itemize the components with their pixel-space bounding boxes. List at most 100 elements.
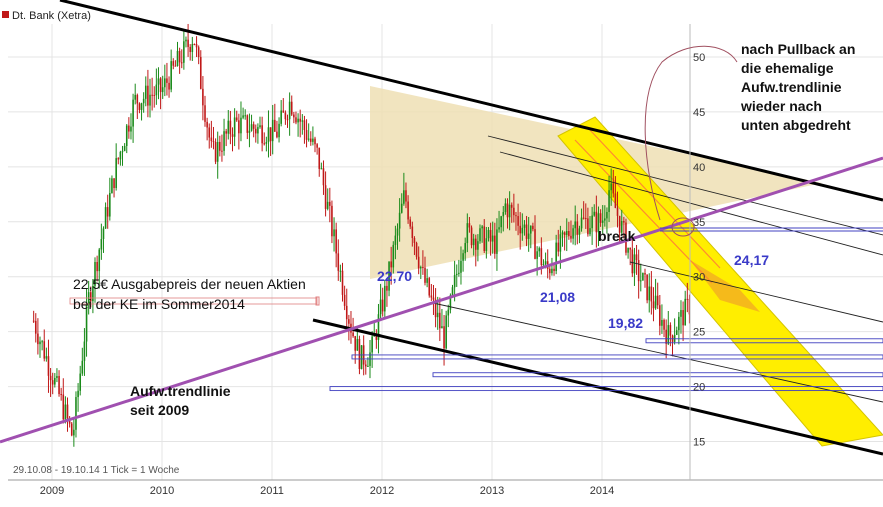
candle-body [58, 375, 60, 395]
candle-body [506, 203, 509, 218]
candle-body [540, 248, 543, 265]
candle-body [219, 141, 221, 151]
candle-body [290, 101, 293, 115]
candle-body [34, 320, 37, 334]
candle-body [263, 143, 266, 145]
candle-body [248, 130, 251, 133]
candle-body [75, 397, 77, 430]
candle-body [578, 228, 581, 235]
y-tick-label: 45 [693, 107, 705, 119]
candle-body [633, 254, 636, 274]
candle-body [367, 365, 369, 367]
candle-body [240, 117, 242, 134]
candle-body [191, 43, 194, 53]
level-line [645, 338, 883, 344]
candle-body [223, 131, 225, 151]
candle-body [305, 130, 308, 140]
candle-body [348, 319, 350, 324]
candle-body [354, 336, 357, 351]
candle-body [572, 228, 574, 239]
candle-body [37, 333, 39, 345]
candle-body [656, 295, 659, 306]
candle-body [464, 243, 467, 254]
candle-body [130, 126, 132, 132]
candle-body [337, 253, 340, 271]
candle-body [195, 44, 198, 48]
candle-body [371, 336, 373, 353]
candle-body [185, 39, 187, 42]
candle-body [536, 251, 538, 259]
candle-body [356, 338, 359, 351]
pullback-arrow-curve [644, 45, 738, 221]
candle-body [534, 229, 536, 259]
candle-body [553, 268, 555, 272]
candle-body [635, 254, 638, 261]
candle-body [652, 301, 655, 309]
candle-body [235, 117, 238, 121]
candle-body [513, 207, 515, 216]
candle-body [458, 272, 460, 274]
candle-body [229, 120, 232, 135]
candle-body [608, 190, 610, 212]
candle-body [32, 320, 35, 322]
candle-body [212, 141, 215, 143]
level-line [432, 372, 883, 378]
candle-body [384, 285, 386, 312]
candle-body [604, 218, 606, 221]
candle-body [142, 98, 145, 104]
candle-body [419, 266, 422, 269]
candle-body [504, 203, 507, 213]
candle-body [343, 294, 346, 306]
candle-body [642, 273, 644, 281]
candle-body [398, 212, 401, 229]
candle-body [197, 47, 200, 58]
candle-body [405, 190, 407, 202]
candle-body [225, 131, 227, 134]
candle-body [293, 114, 295, 118]
candle-body [168, 82, 170, 90]
candle-body [474, 238, 477, 250]
candle-body [487, 229, 490, 239]
candle-body [411, 226, 414, 239]
candle-body [261, 125, 263, 144]
candle-body [491, 235, 494, 242]
candle-body [595, 211, 598, 233]
candle-body [455, 273, 458, 276]
candle-body [409, 219, 412, 227]
candle-body [214, 142, 217, 162]
candle-body [515, 215, 517, 217]
fan-line [432, 302, 883, 403]
candle-body [453, 275, 456, 288]
candle-body [106, 207, 109, 217]
candle-body [563, 232, 566, 235]
candle-body [54, 377, 56, 385]
candle-body [199, 57, 202, 89]
candle-body [322, 168, 325, 186]
candle-body [623, 220, 625, 223]
candle-body [41, 341, 43, 343]
x-tick-label: 2011 [260, 485, 284, 497]
level-line [329, 386, 883, 392]
candle-body [400, 203, 403, 213]
candle-body [81, 360, 84, 374]
candle-body [301, 120, 304, 122]
candle-body [335, 229, 337, 254]
candle-body [580, 217, 583, 229]
candle-body [206, 121, 208, 128]
price-candles [32, 23, 691, 447]
candle-body [449, 295, 452, 310]
candle-body [153, 94, 156, 96]
candle-body [233, 117, 236, 137]
uptrend-line-since-2009 [0, 156, 883, 444]
pullback-note-line-1: nach Pullback an [741, 41, 855, 57]
candle-body [176, 50, 179, 66]
candle-body [157, 78, 160, 85]
candle-body [352, 332, 354, 337]
candle-body [257, 127, 259, 134]
level-line [351, 354, 883, 360]
candle-body [164, 78, 166, 88]
candle-body [551, 268, 553, 274]
candle-body [94, 262, 96, 286]
fan-line [499, 151, 883, 256]
